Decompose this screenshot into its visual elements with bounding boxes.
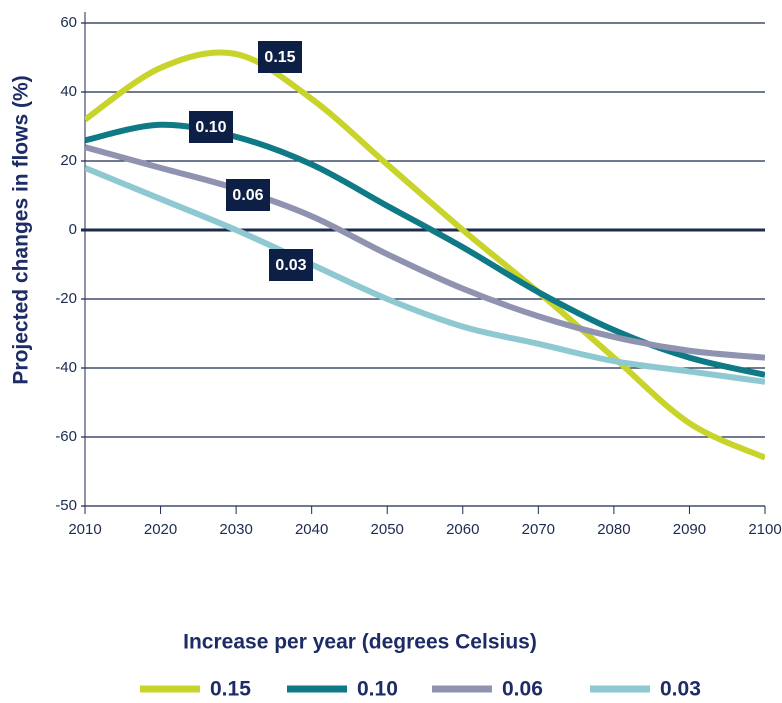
y-tick-label: 60 bbox=[60, 14, 77, 31]
x-tick-label: 2100 bbox=[748, 521, 781, 538]
series-tag-box bbox=[258, 41, 302, 73]
y-tick-label: 40 bbox=[60, 83, 77, 100]
y-tick-label: 20 bbox=[60, 152, 77, 169]
x-tick-label: 2090 bbox=[673, 521, 706, 538]
series-tag: 0.06 bbox=[232, 187, 263, 204]
series-line bbox=[85, 49, 765, 461]
series-tag: 0.15 bbox=[264, 49, 295, 66]
x-tick-label: 2060 bbox=[446, 521, 479, 538]
x-tick-label: 2010 bbox=[68, 521, 101, 538]
series-line bbox=[85, 121, 765, 378]
x-tick-label: 2030 bbox=[219, 521, 252, 538]
x-tick-label: 2020 bbox=[144, 521, 177, 538]
series-tag: 0.10 bbox=[195, 119, 226, 136]
y-tick-label: -50 bbox=[55, 497, 77, 514]
x-tick-label: 2040 bbox=[295, 521, 328, 538]
y-tick-label: -20 bbox=[55, 290, 77, 307]
series-line bbox=[85, 144, 765, 361]
y-tick-label: -40 bbox=[55, 359, 77, 376]
y-tick-label: 0 bbox=[69, 221, 77, 238]
x-tick-label: 2050 bbox=[371, 521, 404, 538]
x-tick-label: 2070 bbox=[522, 521, 555, 538]
legend-title: Increase per year (degrees Celsius) bbox=[183, 631, 537, 654]
series-tag-box bbox=[189, 111, 233, 143]
y-tick-label: -60 bbox=[55, 428, 77, 445]
legend-label: 0.03 bbox=[660, 678, 701, 701]
series-tag: 0.03 bbox=[275, 257, 306, 274]
series-line bbox=[85, 165, 765, 385]
series-tag-box bbox=[269, 249, 313, 281]
legend-label: 0.10 bbox=[357, 678, 398, 701]
legend-label: 0.06 bbox=[502, 678, 543, 701]
x-tick-label: 2080 bbox=[597, 521, 630, 538]
legend-label: 0.15 bbox=[210, 678, 251, 701]
y-axis-label: Projected changes in flows (%) bbox=[10, 75, 33, 384]
series-tag-box bbox=[226, 179, 270, 211]
